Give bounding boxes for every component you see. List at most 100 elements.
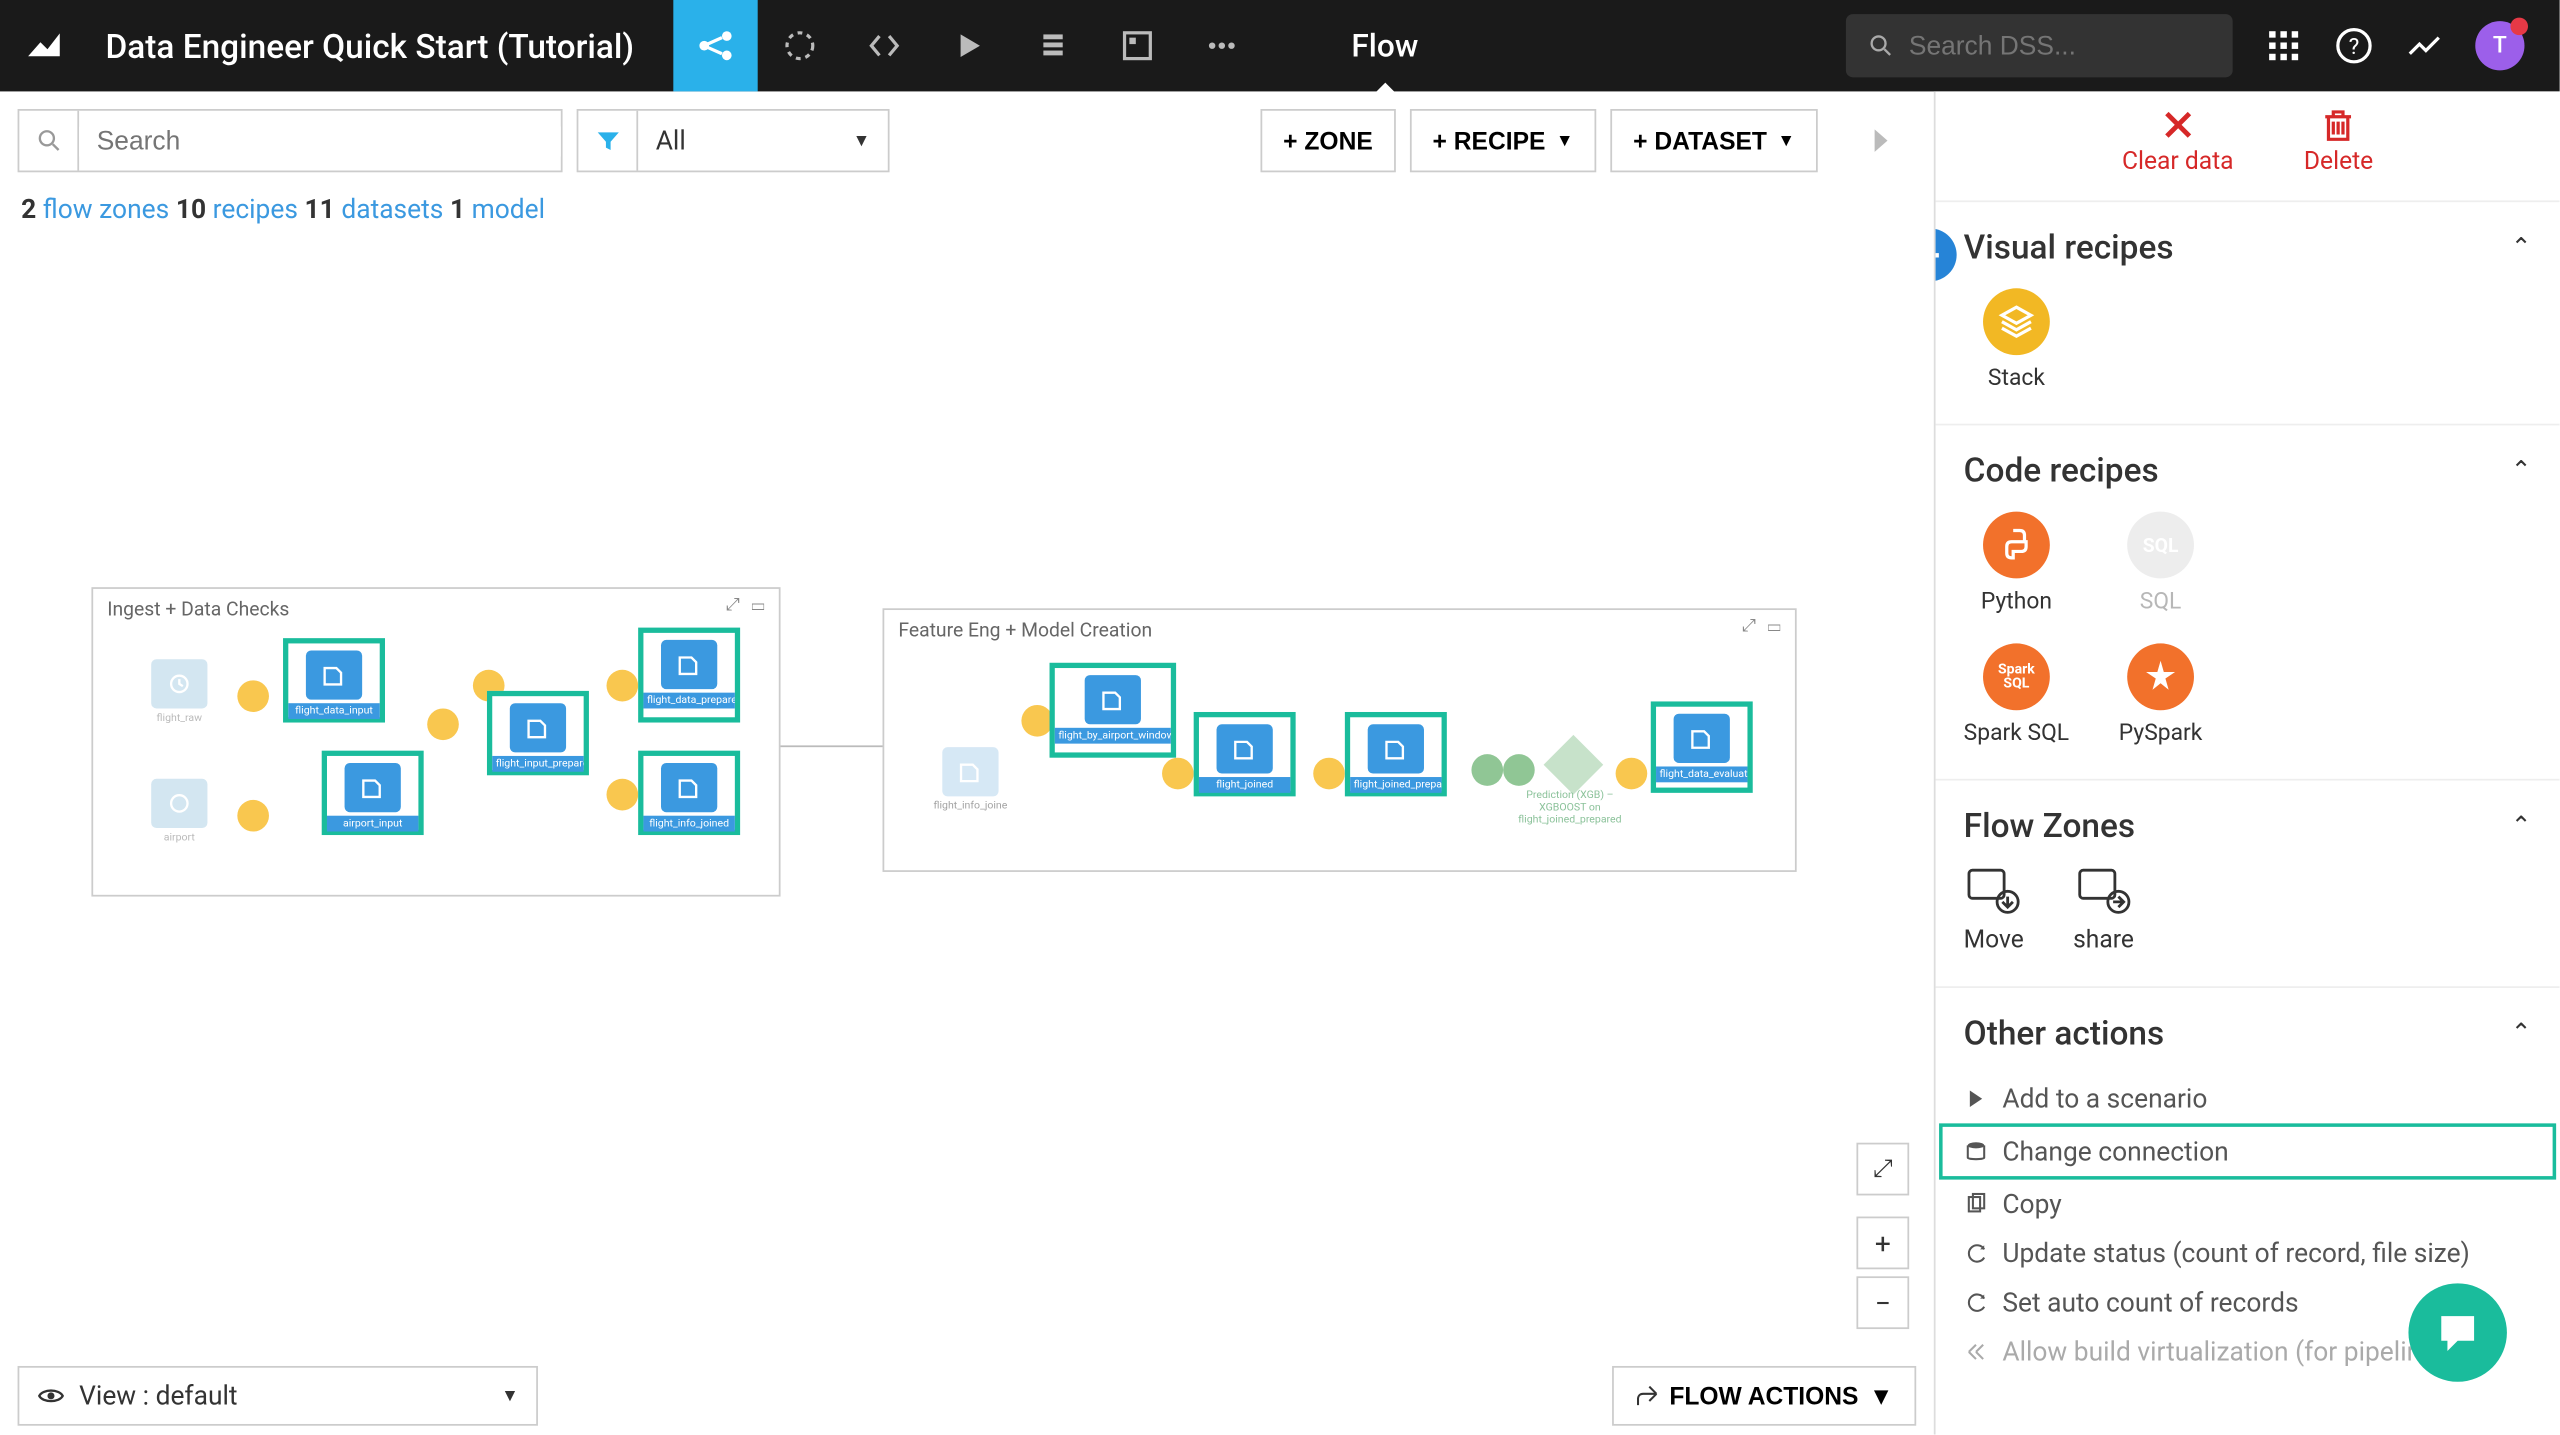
- section-code-recipes: Code recipes⌃ Python SQLSQL SparkSQLSpar…: [1936, 424, 2560, 779]
- flow-filter[interactable]: All ▼: [577, 109, 890, 172]
- dataset-node[interactable]: airport_input: [322, 751, 424, 835]
- help-icon[interactable]: ?: [2335, 26, 2374, 65]
- zone-connector: [781, 745, 883, 747]
- search-icon: [19, 111, 79, 171]
- clear-data-button[interactable]: Clear data: [2122, 105, 2234, 175]
- add-zone-button[interactable]: + ZONE: [1260, 109, 1395, 172]
- add-dataset-button[interactable]: + DATASET▼: [1610, 109, 1817, 172]
- zone-title: Feature Eng + Model Creation: [884, 610, 1795, 642]
- zone-title: Ingest + Data Checks: [93, 589, 779, 621]
- canvas-bottom-bar: View : default ▼ FLOW ACTIONS ▼: [0, 1357, 1934, 1434]
- global-search[interactable]: [1846, 14, 2233, 77]
- panel-top-actions: Clear data Delete: [1936, 91, 2560, 200]
- recipe-node[interactable]: [237, 680, 269, 712]
- topbar-right: ? T: [1846, 14, 2560, 77]
- flow-toolbar: All ▼ + ZONE + RECIPE▼ + DATASET▼: [0, 91, 1934, 189]
- dataset-node[interactable]: flight_input_prepared: [487, 691, 589, 775]
- nav-code-icon[interactable]: [842, 0, 926, 91]
- action-change-connection[interactable]: Change connection: [1939, 1123, 2556, 1179]
- models-link[interactable]: model: [472, 193, 545, 225]
- zones-link[interactable]: flow zones: [43, 193, 169, 225]
- global-search-input[interactable]: [1909, 31, 2212, 61]
- filter-label: All: [638, 125, 853, 157]
- dataset-node[interactable]: flight_info_joined: [933, 747, 1007, 812]
- recipe-python[interactable]: Python: [1964, 512, 2069, 616]
- nav-label[interactable]: Flow: [1351, 27, 1418, 64]
- zone-controls-icon[interactable]: ⤢ ▭: [1742, 617, 1784, 636]
- zoom-out-button[interactable]: −: [1856, 1276, 1909, 1329]
- dataset-node[interactable]: flight_data_evaluated: [1651, 701, 1753, 792]
- section-visual-recipes: Visual recipes⌃ Stack: [1936, 200, 2560, 423]
- section-header[interactable]: Flow Zones⌃: [1964, 805, 2532, 845]
- delete-button[interactable]: Delete: [2304, 105, 2373, 175]
- logo-icon[interactable]: [0, 25, 88, 67]
- user-avatar[interactable]: T: [2475, 21, 2524, 70]
- collapse-panel-icon[interactable]: [1846, 105, 1916, 175]
- nav-more-icon[interactable]: [1179, 0, 1263, 91]
- recipe-node[interactable]: [1471, 754, 1503, 786]
- dataset-node[interactable]: flight_by_airport_windows: [1050, 663, 1177, 758]
- recipe-node[interactable]: [427, 708, 459, 740]
- dataset-node[interactable]: flight_data_input: [283, 638, 385, 722]
- model-node[interactable]: [1544, 735, 1604, 795]
- recipe-node[interactable]: [1313, 758, 1345, 790]
- nav-stack-icon[interactable]: [1010, 0, 1094, 91]
- recipe-node[interactable]: [1162, 758, 1194, 790]
- model-label: Prediction (XGB) – XGBOOST on flight_joi…: [1517, 789, 1622, 826]
- flow-actions-button[interactable]: FLOW ACTIONS ▼: [1611, 1366, 1916, 1426]
- svg-text:?: ?: [2349, 33, 2360, 60]
- action-update-status[interactable]: Update status (count of record, file siz…: [1964, 1229, 2532, 1278]
- view-selector[interactable]: View : default ▼: [18, 1366, 538, 1426]
- filter-icon: [578, 111, 638, 171]
- apps-icon[interactable]: [2264, 26, 2303, 65]
- recipe-node[interactable]: [1503, 754, 1535, 786]
- canvas-area: All ▼ + ZONE + RECIPE▼ + DATASET▼ 2 flow…: [0, 91, 1934, 1434]
- fullscreen-button[interactable]: ⤢: [1856, 1143, 1909, 1196]
- flow-search[interactable]: [18, 109, 563, 172]
- recipe-sparksql[interactable]: SparkSQLSpark SQL: [1964, 643, 2069, 747]
- zone-ingest[interactable]: Ingest + Data Checks ⤢ ▭ flight_raw flig…: [91, 587, 780, 896]
- project-title[interactable]: Data Engineer Quick Start (Tutorial): [88, 25, 652, 65]
- section-header[interactable]: Other actions⌃: [1964, 1013, 2532, 1053]
- nav-play-icon[interactable]: [926, 0, 1010, 91]
- recipe-node[interactable]: [1616, 758, 1648, 790]
- flow-counts: 2 flow zones 10 recipes 11 datasets 1 mo…: [0, 190, 1934, 236]
- zoom-in-button[interactable]: +: [1856, 1217, 1909, 1270]
- add-recipe-button[interactable]: + RECIPE▼: [1410, 109, 1597, 172]
- right-panel: + Clear data Delete Visual recipes⌃ Stac…: [1934, 91, 2560, 1434]
- section-flow-zones: Flow Zones⌃ Move share: [1936, 779, 2560, 986]
- flow-search-input[interactable]: [79, 126, 561, 156]
- nav-circle-icon[interactable]: [757, 0, 841, 91]
- activity-icon[interactable]: [2405, 26, 2444, 65]
- flow-canvas[interactable]: Ingest + Data Checks ⤢ ▭ flight_raw flig…: [0, 236, 1934, 1435]
- zone-feature-eng[interactable]: Feature Eng + Model Creation ⤢ ▭ flight_…: [883, 608, 1797, 872]
- recipe-node[interactable]: [607, 670, 639, 702]
- section-header[interactable]: Visual recipes⌃: [1964, 227, 2532, 267]
- nav-flow-icon[interactable]: [673, 0, 757, 91]
- nav-icons: [673, 0, 1264, 91]
- action-copy[interactable]: Copy: [1964, 1180, 2532, 1229]
- recipe-node[interactable]: [237, 800, 269, 832]
- recipe-stack[interactable]: Stack: [1964, 288, 2069, 392]
- chat-bubble-button[interactable]: [2408, 1283, 2506, 1381]
- dataset-node[interactable]: flight_raw: [142, 659, 216, 724]
- nav-layout-icon[interactable]: [1095, 0, 1179, 91]
- dataset-node[interactable]: flight_data_prepared_with_python: [638, 628, 740, 723]
- recipe-node[interactable]: [607, 779, 639, 811]
- main: All ▼ + ZONE + RECIPE▼ + DATASET▼ 2 flow…: [0, 91, 2560, 1434]
- dataset-node[interactable]: flight_joined_prepared: [1345, 712, 1447, 796]
- dataset-node[interactable]: flight_info_joined: [638, 751, 740, 835]
- caret-icon: ▼: [853, 131, 888, 150]
- recipes-link[interactable]: recipes: [213, 193, 298, 225]
- top-bar: Data Engineer Quick Start (Tutorial) Flo…: [0, 0, 2560, 91]
- dataset-node[interactable]: airport: [142, 779, 216, 844]
- zone-share[interactable]: share: [2073, 867, 2134, 955]
- dataset-node[interactable]: flight_joined: [1194, 712, 1296, 796]
- section-header[interactable]: Code recipes⌃: [1964, 450, 2532, 490]
- zone-controls-icon[interactable]: ⤢ ▭: [726, 596, 768, 615]
- zone-move[interactable]: Move: [1964, 867, 2024, 955]
- recipe-pyspark[interactable]: PySpark: [2108, 643, 2213, 747]
- recipe-node[interactable]: [1021, 705, 1053, 737]
- action-add-scenario[interactable]: Add to a scenario: [1964, 1074, 2532, 1123]
- datasets-link[interactable]: datasets: [341, 193, 443, 225]
